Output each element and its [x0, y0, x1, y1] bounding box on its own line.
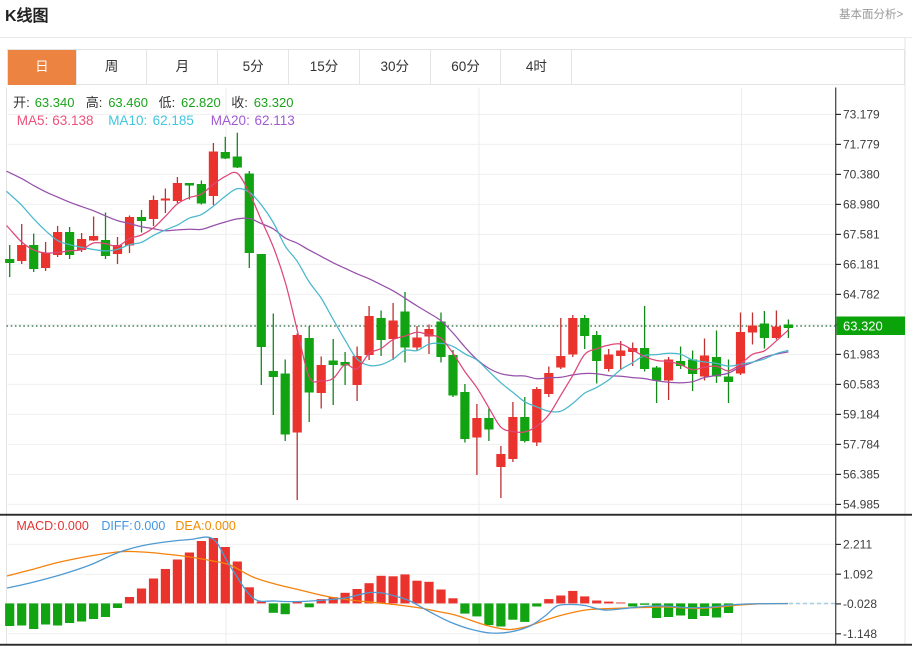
svg-text:63.320: 63.320: [843, 319, 883, 334]
svg-text:-0.028: -0.028: [843, 597, 877, 611]
svg-text:71.779: 71.779: [843, 138, 880, 152]
svg-text:68.980: 68.980: [843, 198, 880, 212]
svg-text:57.784: 57.784: [843, 438, 880, 452]
svg-text:67.581: 67.581: [843, 228, 880, 242]
svg-text:60.583: 60.583: [843, 378, 880, 392]
svg-text:-1.148: -1.148: [843, 627, 877, 641]
svg-text:61.983: 61.983: [843, 348, 880, 362]
svg-text:70.380: 70.380: [843, 168, 880, 182]
svg-text:54.985: 54.985: [843, 498, 880, 512]
svg-text:1.092: 1.092: [843, 567, 873, 581]
svg-text:2.211: 2.211: [843, 538, 872, 552]
svg-text:64.782: 64.782: [843, 288, 880, 302]
svg-text:66.181: 66.181: [843, 258, 880, 272]
svg-text:73.179: 73.179: [843, 108, 880, 122]
svg-text:59.184: 59.184: [843, 408, 880, 422]
svg-text:56.385: 56.385: [843, 468, 880, 482]
